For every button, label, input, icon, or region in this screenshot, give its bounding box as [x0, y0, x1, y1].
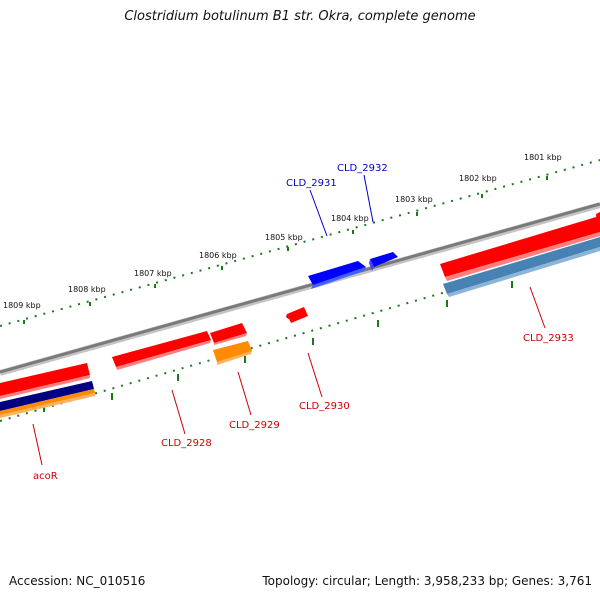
gene-label-cld-2928: CLD_2928 — [161, 438, 212, 449]
kbp-label: 1804 kbp — [331, 214, 369, 223]
kbp-label: 1809 kbp — [3, 301, 41, 310]
gene-cld-2928[interactable] — [112, 331, 211, 370]
kbp-label: 1802 kbp — [459, 174, 497, 183]
upper-major-ticks — [23, 176, 548, 324]
gene-acor[interactable] — [0, 363, 95, 418]
gene-cld-2932[interactable] — [369, 252, 398, 271]
kbp-label: 1801 kbp — [524, 153, 562, 162]
kbp-label: 1805 kbp — [265, 233, 303, 242]
genome-backbone-core — [0, 202, 600, 374]
label-leaders — [32, 174, 546, 466]
accession-text: Accession: NC_010516 — [9, 574, 146, 588]
gene-label-cld-2932: CLD_2932 — [337, 163, 388, 174]
gene-cld-2931[interactable] — [308, 261, 366, 289]
gene-label-cld-2931: CLD_2931 — [286, 178, 337, 189]
gene-label-acor: acoR — [33, 471, 58, 482]
gene-cld-2933[interactable] — [440, 217, 600, 281]
lower-major-ticks — [43, 281, 513, 412]
kbp-label: 1808 kbp — [68, 285, 106, 294]
map-title: Clostridium botulinum B1 str. Okra, comp… — [124, 9, 476, 24]
genome-summary-text: Topology: circular; Length: 3,958,233 bp… — [262, 574, 592, 588]
kbp-label: 1806 kbp — [199, 251, 237, 260]
kbp-label: 1807 kbp — [134, 269, 172, 278]
gene-label-cld-2933: CLD_2933 — [523, 333, 574, 344]
gene-label-cld-2930: CLD_2930 — [299, 401, 350, 412]
gene-cld-2929[interactable] — [210, 323, 252, 365]
gene-label-cld-2929: CLD_2929 — [229, 420, 280, 431]
kbp-label: 1803 kbp — [395, 195, 433, 204]
gene-cld-2930[interactable] — [286, 307, 308, 323]
gene-right-edge[interactable] — [596, 212, 600, 226]
gene-cld-2933-steel[interactable] — [443, 237, 600, 297]
